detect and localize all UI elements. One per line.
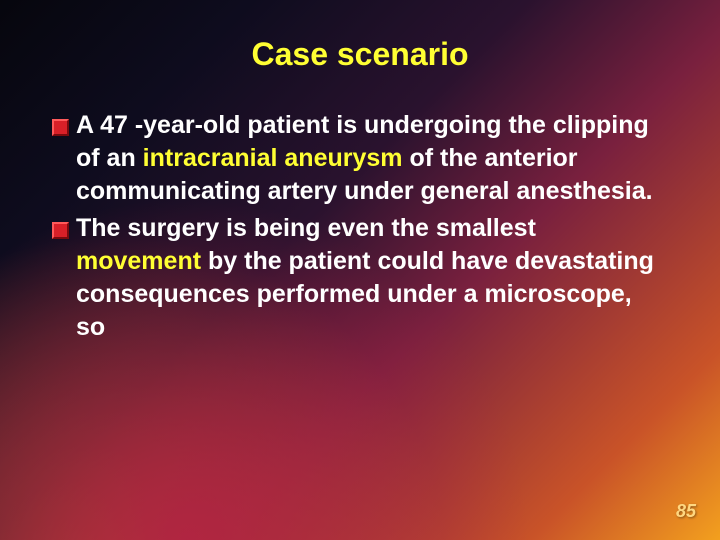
bullet-text-highlight: movement bbox=[76, 247, 201, 275]
bullet-list: A 47 -year-old patient is undergoing the… bbox=[0, 73, 720, 344]
slide-title: Case scenario bbox=[0, 0, 720, 73]
bullet-text-highlight: intracranial aneurysm bbox=[143, 144, 403, 172]
bullet-text: The surgery is being even the smallest bbox=[76, 214, 536, 242]
bullet-item: A 47 -year-old patient is undergoing the… bbox=[76, 109, 660, 208]
bullet-item: The surgery is being even the smallest m… bbox=[76, 212, 660, 344]
page-number: 85 bbox=[676, 501, 696, 522]
